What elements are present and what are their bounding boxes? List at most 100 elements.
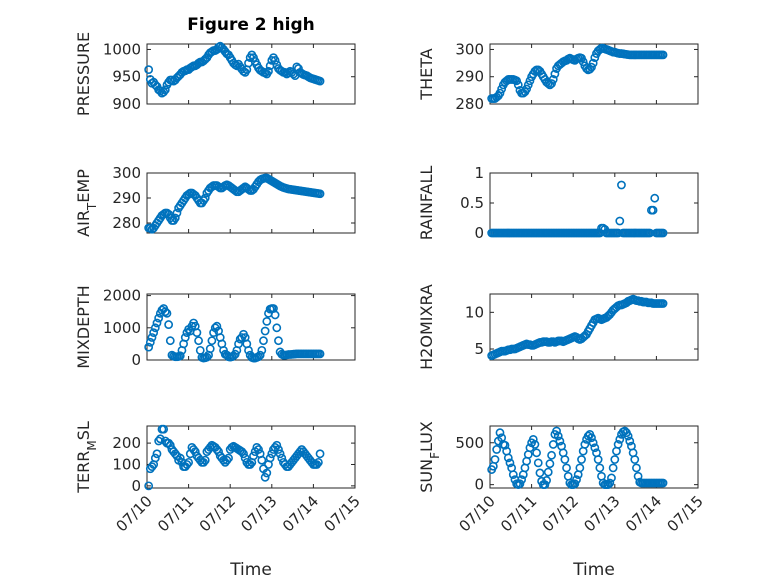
- x-tick-label: 07/11: [154, 492, 197, 535]
- data-point: [552, 426, 561, 436]
- data-point: [259, 336, 268, 346]
- data-point: [490, 455, 500, 464]
- x-tick-label: 07/13: [237, 492, 280, 535]
- data-point: [275, 449, 285, 459]
- data-point: [497, 84, 507, 94]
- y-axis-label: RAINFALL: [417, 166, 436, 241]
- data-point: [562, 463, 571, 473]
- data-point: [147, 333, 157, 342]
- data-point: [540, 480, 550, 490]
- data-point: [199, 457, 208, 467]
- y-tick-label: 0: [131, 477, 141, 495]
- y-axis-label: THETA: [417, 48, 436, 100]
- data-point: [270, 310, 280, 320]
- data-point: [224, 453, 233, 463]
- data-point: [160, 85, 170, 95]
- data-point: [560, 455, 570, 464]
- data-point: [245, 460, 255, 469]
- data-point: [587, 433, 596, 443]
- data-point: [492, 445, 502, 454]
- data-point: [164, 320, 174, 329]
- data-point: [515, 479, 525, 489]
- y-tick-label: 950: [112, 68, 141, 86]
- y-axis-label: TERRMSL: [74, 421, 99, 494]
- data-point: [244, 345, 253, 355]
- data-point: [147, 462, 157, 472]
- x-tick-label: 07/15: [321, 492, 364, 535]
- figure-title: Figure 2 high: [187, 15, 315, 35]
- data-point: [532, 448, 541, 458]
- data-point: [582, 64, 591, 73]
- data-point: [192, 328, 202, 338]
- data-point: [264, 66, 273, 76]
- data-point: [588, 438, 598, 448]
- data-point: [595, 463, 605, 473]
- x-tick-label: 07/11: [497, 492, 540, 535]
- panel-sun_flux: 0 500 SUNFLUX 07/1007/1107/1207/1307/1407/1…: [417, 421, 707, 580]
- y-tick-label: 1000: [103, 319, 141, 337]
- data-point: [590, 53, 600, 63]
- data-point: [547, 79, 556, 88]
- data-point: [150, 323, 160, 333]
- data-point: [578, 57, 588, 67]
- data-point: [315, 189, 325, 199]
- data-point: [257, 455, 267, 465]
- data-point: [272, 323, 282, 333]
- data-point: [535, 468, 545, 478]
- data-point: [182, 460, 192, 469]
- data-point: [650, 193, 660, 203]
- data-point: [553, 431, 563, 441]
- y-tick-label: 300: [112, 164, 141, 182]
- data-point: [513, 80, 523, 90]
- data-point: [545, 459, 555, 469]
- data-point: [495, 88, 505, 98]
- y-axis-label: PRESSURE: [74, 32, 93, 116]
- data-point: [533, 458, 543, 468]
- y-tick-label: 5: [474, 340, 484, 358]
- data-point: [150, 453, 160, 463]
- data-point: [523, 80, 533, 90]
- data-point: [522, 84, 532, 94]
- data-point: [580, 440, 590, 449]
- data-point: [155, 434, 165, 444]
- data-point: [500, 440, 510, 450]
- y-tick-label: 0.5: [460, 194, 484, 212]
- data-point: [530, 440, 540, 449]
- data-point: [572, 475, 581, 485]
- data-point: [512, 76, 522, 86]
- data-point: [548, 440, 558, 449]
- data-point: [517, 475, 527, 485]
- data-point: [257, 345, 267, 355]
- data-point: [175, 453, 185, 463]
- data-point: [159, 87, 169, 97]
- data-point: [313, 457, 323, 467]
- data-point: [255, 350, 265, 360]
- data-point: [159, 424, 169, 434]
- data-point: [152, 449, 162, 459]
- data-point: [262, 468, 272, 478]
- panel-h2omixra: 5 10 H2OMIXRA: [417, 284, 699, 370]
- data-point: [503, 453, 513, 463]
- data-point: [184, 457, 193, 467]
- data-point: [593, 455, 603, 464]
- x-tick-label: 07/10: [456, 492, 499, 535]
- data-point: [270, 55, 280, 65]
- data-point: [632, 463, 641, 473]
- data-point: [542, 476, 551, 485]
- x-tick-label: 07/13: [580, 492, 623, 535]
- data-point: [144, 65, 154, 75]
- data-point: [315, 349, 325, 359]
- data-point: [648, 205, 658, 215]
- y-tick-label: 290: [112, 189, 141, 207]
- data-point: [175, 351, 185, 361]
- data-point: [587, 62, 596, 72]
- data-point: [548, 75, 558, 84]
- data-point: [615, 435, 625, 444]
- data-point: [200, 455, 210, 465]
- data-point: [658, 299, 668, 308]
- x-tick-label: 07/14: [622, 492, 665, 535]
- x-tick-label: 07/10: [113, 492, 156, 535]
- y-axis-label: MIXDEPTH: [74, 285, 93, 368]
- data-point: [219, 455, 228, 465]
- data-point: [162, 308, 172, 318]
